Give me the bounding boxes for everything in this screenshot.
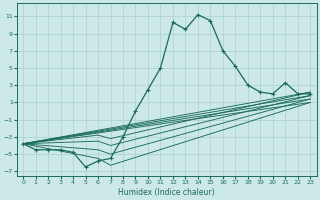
X-axis label: Humidex (Indice chaleur): Humidex (Indice chaleur) <box>118 188 215 197</box>
